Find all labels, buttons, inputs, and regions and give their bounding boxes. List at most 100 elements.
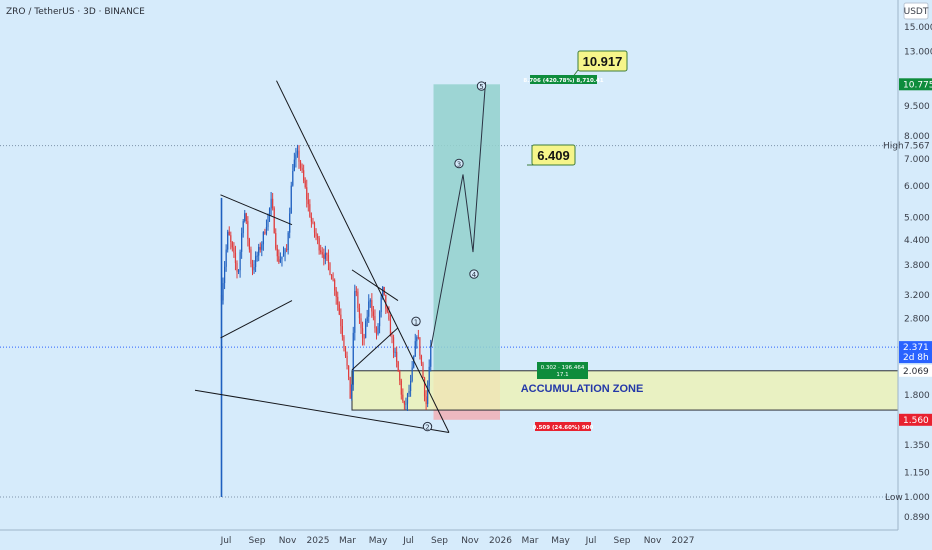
candle-body[interactable] xyxy=(224,266,226,284)
candle-body[interactable] xyxy=(261,244,263,250)
stop-price-badge-bg[interactable] xyxy=(899,413,932,426)
candle-body[interactable] xyxy=(275,233,277,249)
candle-body[interactable] xyxy=(396,351,398,362)
candle-body[interactable] xyxy=(403,401,405,405)
candle-body[interactable] xyxy=(343,336,345,347)
candle-body[interactable] xyxy=(250,249,252,264)
candle-body[interactable] xyxy=(247,221,249,240)
candle-body[interactable] xyxy=(391,336,393,338)
candle-body[interactable] xyxy=(382,286,384,298)
candle-body[interactable] xyxy=(299,161,302,168)
candle-body[interactable] xyxy=(270,198,272,209)
candle-body[interactable] xyxy=(231,242,233,248)
candle-body[interactable] xyxy=(346,355,348,366)
candle-body[interactable] xyxy=(295,154,297,160)
candle-body[interactable] xyxy=(245,213,247,222)
candle-body[interactable] xyxy=(361,328,364,338)
time-axis[interactable]: Jul Sep Nov 2025 Mar May Jul Sep Nov 2026 Mar May Ju… xyxy=(0,529,932,550)
candle-body[interactable] xyxy=(228,231,230,236)
candle-body[interactable] xyxy=(281,256,283,260)
candle-body[interactable] xyxy=(400,380,402,395)
candle-body[interactable] xyxy=(338,304,340,315)
candle-body[interactable] xyxy=(241,233,243,252)
candle-body[interactable] xyxy=(428,366,430,386)
candle-body[interactable] xyxy=(279,259,281,263)
candle-body[interactable] xyxy=(324,252,326,259)
candle-body[interactable] xyxy=(423,377,426,397)
candle-body[interactable] xyxy=(289,213,291,233)
candle-body[interactable] xyxy=(369,300,371,302)
candle-body[interactable] xyxy=(358,308,361,319)
candle-body[interactable] xyxy=(230,235,232,243)
candle-body[interactable] xyxy=(278,256,280,263)
trendline-3[interactable] xyxy=(276,80,450,433)
candle-body[interactable] xyxy=(352,332,354,385)
candle-body[interactable] xyxy=(410,380,412,392)
candle-body[interactable] xyxy=(386,308,388,312)
candle-body[interactable] xyxy=(225,249,227,267)
candle-body[interactable] xyxy=(309,204,311,217)
projection-path[interactable] xyxy=(430,81,486,348)
candle-body[interactable] xyxy=(414,341,416,357)
candle-body[interactable] xyxy=(301,167,303,171)
price-axis[interactable]: USDT 15.000 13.000 9.500 8.000 7.000 6.000 5.0… xyxy=(883,0,932,530)
trendline-5[interactable] xyxy=(351,269,399,301)
candle-body[interactable] xyxy=(306,187,308,200)
candle-body[interactable] xyxy=(405,403,407,405)
candle-body[interactable] xyxy=(416,337,418,342)
candle-body[interactable] xyxy=(420,355,423,364)
candle-body[interactable] xyxy=(326,252,328,255)
candle-body[interactable] xyxy=(312,221,314,223)
candle-body[interactable] xyxy=(402,394,404,402)
trendline-1[interactable] xyxy=(220,300,293,339)
candle-body[interactable] xyxy=(344,346,347,356)
candle-body[interactable] xyxy=(422,363,424,378)
target-profit-zone[interactable] xyxy=(433,84,501,371)
candle-body[interactable] xyxy=(368,301,370,317)
candle-body[interactable] xyxy=(430,345,432,367)
candle-body[interactable] xyxy=(335,290,337,297)
candle-body[interactable] xyxy=(304,180,306,188)
candle-body[interactable] xyxy=(273,208,275,234)
candle-body[interactable] xyxy=(388,311,390,320)
candle-body[interactable] xyxy=(425,396,427,405)
candle-body[interactable] xyxy=(340,314,342,327)
candle-body[interactable] xyxy=(282,253,285,257)
candle-body[interactable] xyxy=(399,371,401,381)
candle-body[interactable] xyxy=(287,232,289,251)
candle-body[interactable] xyxy=(392,337,395,353)
candle-body[interactable] xyxy=(265,227,268,234)
candle-body[interactable] xyxy=(406,393,409,404)
candle-body[interactable] xyxy=(363,337,365,339)
trendline-2[interactable] xyxy=(220,194,293,226)
candle-body[interactable] xyxy=(296,150,299,155)
candle-body[interactable] xyxy=(351,384,353,399)
candle-body[interactable] xyxy=(332,279,334,281)
trendline-6[interactable] xyxy=(351,327,399,371)
candle-body[interactable] xyxy=(255,256,257,268)
candle-body[interactable] xyxy=(256,255,258,257)
candle-body[interactable] xyxy=(234,252,237,263)
candle-body[interactable] xyxy=(321,252,323,255)
candle-body[interactable] xyxy=(292,171,294,186)
candle-body[interactable] xyxy=(354,291,356,333)
candle-body[interactable] xyxy=(341,326,343,337)
candle-body[interactable] xyxy=(222,283,224,301)
candle-body[interactable] xyxy=(323,254,325,259)
candle-body[interactable] xyxy=(397,361,399,372)
candle-body[interactable] xyxy=(427,385,429,405)
candle-body[interactable] xyxy=(315,232,317,237)
candle-body[interactable] xyxy=(318,238,320,251)
candle-body[interactable] xyxy=(371,300,373,312)
candle-body[interactable] xyxy=(348,365,350,377)
candle-body[interactable] xyxy=(357,291,359,309)
accumulation-zone[interactable] xyxy=(351,370,899,411)
candle-body[interactable] xyxy=(320,250,322,253)
candle-body[interactable] xyxy=(307,199,309,205)
candle-body[interactable] xyxy=(258,246,260,256)
candle-body[interactable] xyxy=(259,246,261,250)
candle-body[interactable] xyxy=(239,251,241,271)
candle-body[interactable] xyxy=(327,254,330,264)
currency-button[interactable] xyxy=(903,2,929,20)
candle-body[interactable] xyxy=(417,337,419,339)
